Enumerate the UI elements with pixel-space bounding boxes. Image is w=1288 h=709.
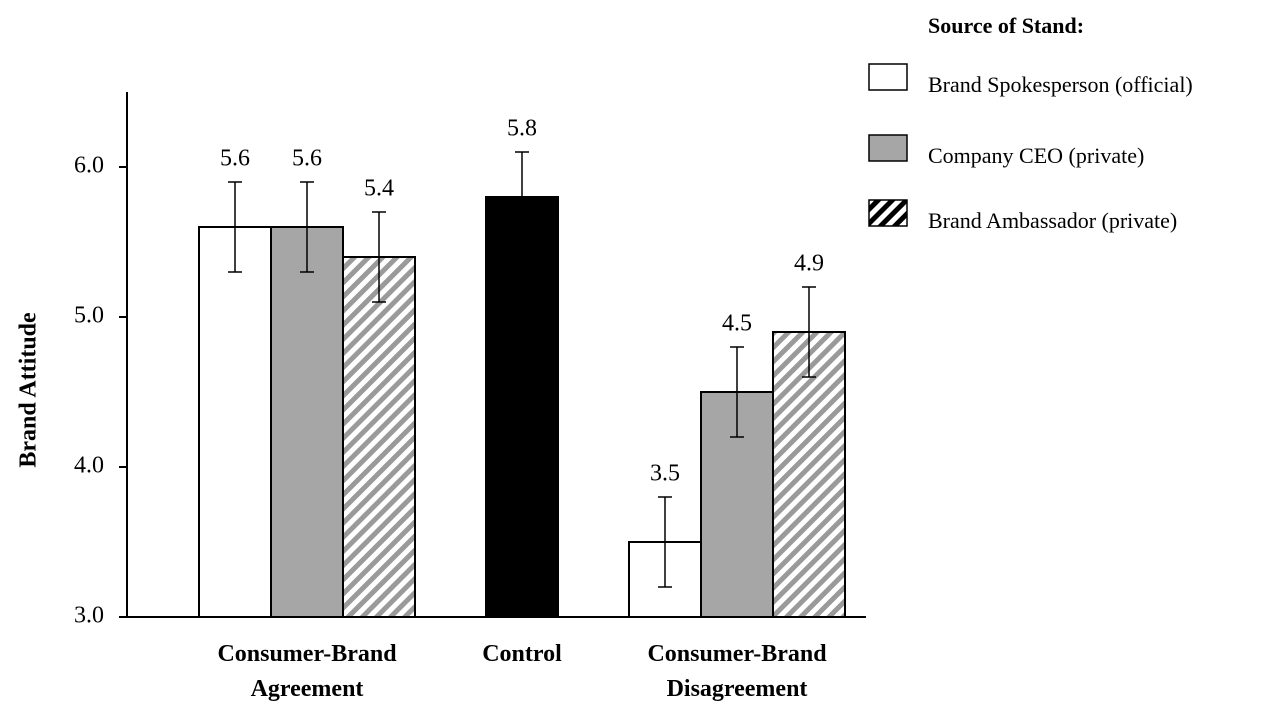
y-tick-label: 6.0 <box>74 153 104 179</box>
legend-label: Brand Spokesperson (official) <box>928 72 1193 97</box>
x-tick-label: Consumer-Brand Disagreement <box>647 641 827 702</box>
bar <box>270 226 344 618</box>
legend-title: Source of Stand: <box>928 13 1084 38</box>
value-label: 5.4 <box>364 176 394 202</box>
bar <box>198 226 272 618</box>
y-tick-label: 3.0 <box>74 603 104 629</box>
y-axis-label: Brand Attitude <box>16 312 42 468</box>
value-label: 4.5 <box>722 311 752 337</box>
value-label: 5.6 <box>220 146 250 172</box>
legend-swatch <box>868 134 908 162</box>
legend-label: Brand Ambassador (private) <box>928 208 1177 233</box>
value-label: 5.8 <box>507 116 537 142</box>
y-tick-label: 4.0 <box>74 453 104 479</box>
bar <box>485 196 559 618</box>
legend-label: Company CEO (private) <box>928 143 1144 168</box>
bar <box>342 256 416 618</box>
value-label: 5.6 <box>292 146 322 172</box>
y-tick-label: 5.0 <box>74 303 104 329</box>
x-tick-label: Control <box>482 641 562 667</box>
legend-swatch <box>868 63 908 91</box>
value-label: 3.5 <box>650 461 680 487</box>
legend-swatch <box>868 199 908 227</box>
x-tick-label: Consumer-Brand Agreement <box>217 641 397 702</box>
value-label: 4.9 <box>794 251 824 277</box>
